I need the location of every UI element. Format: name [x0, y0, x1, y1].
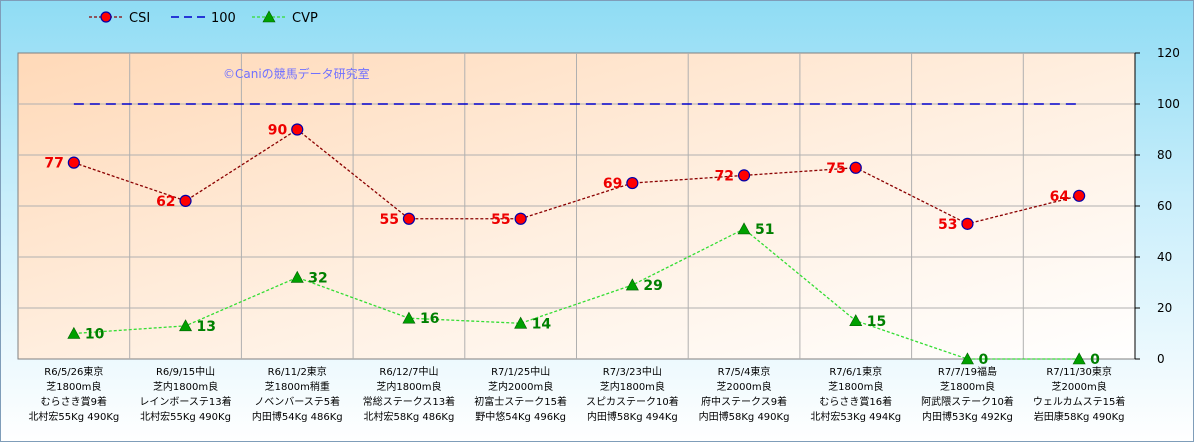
x-tick-label: R6/5/26東京 [44, 365, 103, 378]
cvp-point [737, 222, 751, 235]
cvp-point [625, 278, 639, 291]
x-tick-label: むらさき賞9着 [41, 395, 107, 408]
y-tick-label: 60 [1157, 199, 1172, 213]
csi-point [67, 156, 80, 169]
csi-data-label: 77 [44, 156, 63, 172]
y-tick-label: 40 [1157, 250, 1172, 264]
x-tick-label: 岩田康58Kg 490Kg [1034, 410, 1125, 423]
x-tick-label: R7/6/1東京 [829, 365, 882, 378]
csi-data-label: 62 [156, 194, 175, 210]
x-tick-label: 芝2000m良 [716, 380, 771, 393]
x-tick-label: R7/3/23中山 [603, 365, 662, 378]
csi-data-label: 90 [268, 123, 288, 139]
x-tick-label: ウェルカムステ15着 [1033, 395, 1125, 408]
x-tick-label: 内田博58Kg 494Kg [587, 410, 678, 423]
y-tick-label: 20 [1157, 301, 1172, 315]
y-tick-label: 120 [1157, 46, 1180, 60]
cvp-point [849, 314, 863, 327]
x-tick-label: 芝内1800m良 [600, 380, 665, 393]
csi-data-label: 69 [603, 176, 622, 192]
cvp-data-label: 10 [85, 327, 105, 343]
cvp-data-label: 0 [978, 352, 988, 368]
x-tick-label: 初富士ステーク15着 [474, 395, 567, 408]
csi-data-label: 55 [379, 212, 398, 228]
x-tick-label: 常総ステークス13着 [363, 395, 455, 408]
csi-point [179, 194, 192, 207]
x-tick-label: 芝内2000m良 [488, 380, 553, 393]
x-tick-label: 北村宏55Kg 490Kg [140, 410, 231, 423]
x-tick-label: 内田博53Kg 492Kg [922, 410, 1013, 423]
x-tick-label: R6/12/7中山 [379, 365, 438, 378]
x-tick-label: 内田博58Kg 490Kg [699, 410, 790, 423]
csi-data-label: 72 [715, 168, 734, 184]
x-tick-label: 北村宏53Kg 494Kg [810, 410, 901, 423]
cvp-point [290, 270, 304, 283]
cvp-data-label: 29 [643, 278, 662, 294]
x-tick-label: R7/7/19福島 [938, 365, 997, 378]
csi-point [291, 123, 304, 136]
legend-label-cvp: CVP [292, 11, 318, 26]
x-tick-label: 芝内1800m良 [153, 380, 218, 393]
y-tick-label: 80 [1157, 148, 1172, 162]
series-line-cvp [73, 228, 1080, 360]
cvp-data-label: 15 [867, 314, 886, 330]
cvp-data-label: 13 [197, 319, 216, 335]
y-tick-label: 0 [1157, 352, 1165, 366]
legend-marker-cvp [262, 10, 276, 23]
x-tick-label: 芝1800m良 [46, 380, 101, 393]
x-tick-label: R6/9/15中山 [156, 365, 215, 378]
x-tick-label: ノベンバーステ5着 [254, 395, 340, 408]
legend-label-csi: CSI [129, 11, 150, 26]
cvp-data-label: 14 [532, 316, 552, 332]
x-tick-label: R7/11/30東京 [1046, 365, 1112, 378]
cvp-point [179, 319, 193, 332]
csi-data-label: 53 [938, 217, 957, 233]
x-tick-label: 野中悠54Kg 496Kg [475, 410, 566, 423]
x-tick-label: 阿武隈ステーク10着 [921, 395, 1014, 408]
legend-marker-csi [100, 11, 112, 23]
csi-point [737, 169, 751, 182]
cvp-point [67, 326, 81, 339]
csi-point [626, 176, 639, 190]
csi-data-label: 55 [491, 212, 510, 228]
csi-point [402, 212, 416, 225]
x-tick-label: 府中ステークス9着 [701, 395, 787, 408]
y-tick-label: 100 [1157, 97, 1180, 111]
cvp-data-label: 16 [420, 311, 439, 327]
x-tick-label: R6/11/2東京 [268, 365, 327, 378]
x-tick-label: 北村宏58Kg 486Kg [364, 410, 455, 423]
csi-point [849, 161, 862, 174]
cvp-point [514, 316, 528, 329]
cvp-point [402, 311, 416, 324]
x-tick-label: 内田博54Kg 486Kg [252, 410, 343, 423]
x-tick-label: レインボーステ13着 [139, 395, 231, 408]
x-tick-label: スピカステーク10着 [586, 395, 679, 408]
x-tick-label: 芝1800m良 [828, 380, 883, 393]
x-tick-label: R7/1/25中山 [491, 365, 550, 378]
x-tick-label: 北村宏55Kg 490Kg [28, 410, 119, 423]
x-tick-label: 芝1800m良 [940, 380, 995, 393]
legend-label-100: 100 [211, 11, 236, 26]
cvp-point [960, 352, 974, 365]
csi-point [1073, 189, 1086, 202]
csi-point [961, 217, 974, 230]
x-tick-label: 芝1800m稍重 [265, 380, 330, 393]
cvp-data-label: 0 [1090, 352, 1100, 368]
watermark: ©Caniの競馬データ研究室 [223, 66, 370, 81]
x-tick-label: むらさき賞16着 [819, 395, 892, 408]
cvp-data-label: 51 [755, 222, 774, 238]
csi-data-label: 75 [826, 161, 845, 177]
csi-data-label: 64 [1050, 189, 1070, 205]
x-tick-label: R7/5/4東京 [718, 365, 771, 378]
cvp-point [1072, 352, 1086, 365]
x-tick-label: 芝内1800m良 [376, 380, 441, 393]
cvp-data-label: 32 [308, 270, 327, 286]
csi-point [514, 212, 527, 225]
x-tick-label: 芝2000m良 [1052, 380, 1107, 393]
